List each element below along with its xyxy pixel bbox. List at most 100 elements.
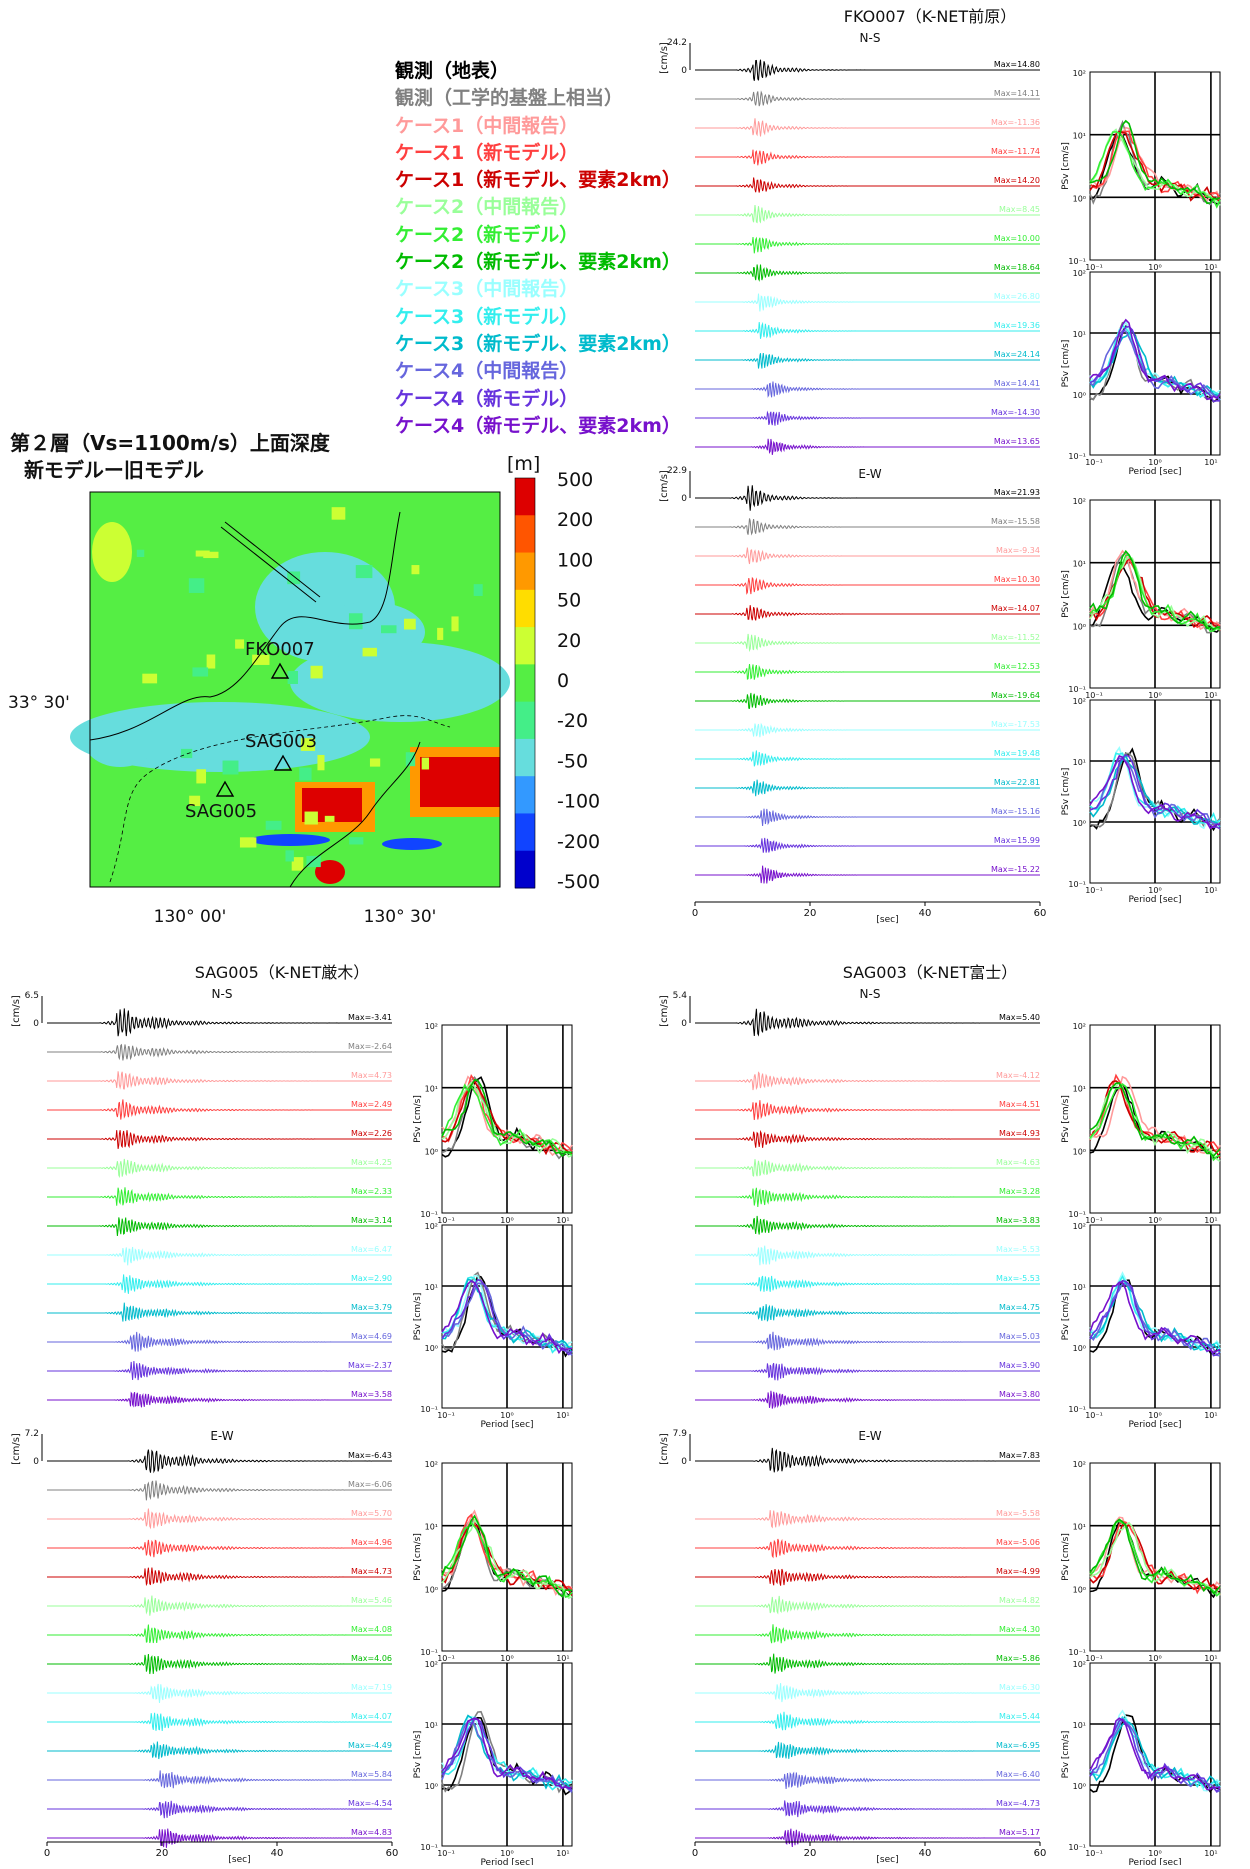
spectrum-ylabel: PSv [cm/s] [1061,1731,1071,1779]
map-region [85,717,155,767]
colorbar-segment [515,589,535,628]
amplitude-unit: [cm/s] [659,995,670,1027]
spectrum-x-tick: 10¹ [556,1216,569,1225]
max-label: Max=-11.74 [991,147,1040,156]
map-lon-label: 130° 00' [154,907,227,927]
map-title-line1: 第２層（Vs=1100m/s）上面深度 [10,431,330,455]
map-patch [437,627,444,640]
max-label: Max=4.73 [351,1567,392,1576]
map-patch [380,625,397,634]
spectrum-x-tick: 10¹ [1204,458,1217,467]
spectrum-curve [1089,130,1221,200]
waveform-trace [695,264,1040,282]
spectrum-ylabel: PSv [cm/s] [1061,570,1071,618]
map-patch [189,795,201,807]
spectrum-y-tick: 10² [1073,697,1086,706]
amplitude-unit: [cm/s] [659,1433,670,1465]
colorbar-segment [515,813,535,852]
spectrum-x-tick: 10⁻¹ [437,1849,455,1858]
spectrum-x-tick: 10⁰ [1148,1411,1161,1420]
max-label: Max=5.46 [351,1596,392,1605]
legend-item: ケース4（新モデル、要素2km） [395,414,681,437]
waveform-trace [695,177,1040,193]
component-label: N-S [860,987,881,1001]
colorbar-tick: -200 [557,831,600,853]
time-axis-unit: [sec] [876,915,898,925]
max-label: Max=12.53 [994,662,1040,671]
spectrum-y-tick: 10² [425,1222,438,1231]
spectrum-curve [441,1080,573,1156]
spectrum-ylabel: PSv [cm/s] [413,1095,423,1143]
component-label: N-S [212,987,233,1001]
waveform-trace [47,1274,392,1294]
spectrum-x-tick: 10⁻¹ [437,1654,455,1663]
max-label: Max=5.44 [999,1712,1040,1721]
spectrum-curve [1089,130,1221,203]
spectrum-x-tick: 10¹ [556,1411,569,1420]
spectrum-y-tick: 10¹ [425,1283,438,1292]
amplitude-unit: [cm/s] [11,995,22,1027]
max-label: Max=26.80 [994,292,1040,301]
max-label: Max=8.45 [999,205,1040,214]
max-label: Max=4.93 [999,1129,1040,1138]
spectrum-curve [1089,1281,1221,1354]
spectrum-y-tick: 10¹ [425,1721,438,1730]
waveform-trace [695,1568,1040,1586]
spectrum-y-tick: 10⁰ [425,1585,438,1594]
max-label: Max=3.58 [351,1390,392,1399]
spectrum-curve [1089,131,1221,209]
map-frame [89,491,501,888]
max-label: Max=-4.54 [348,1799,392,1808]
spectrum-plot: 10² 10¹ 10⁰ 10⁻¹ PSv [cm/s] 10⁻¹ 10⁰ 10¹ Period … [1061,1222,1221,1430]
spectrum-y-tick: 10² [1073,269,1086,278]
waveform-trace [47,1653,392,1675]
max-label: Max=4.08 [351,1625,392,1634]
waveform-trace [47,1331,392,1352]
waveform-trace [695,1800,1040,1818]
max-label: Max=10.00 [994,234,1040,243]
amplitude-zero: 0 [33,1019,39,1029]
spectrum-y-tick: 10⁻¹ [1068,880,1086,889]
spectrum-y-tick: 10¹ [1073,132,1086,141]
spectrum-curve [441,1514,573,1599]
max-label: Max=-17.53 [991,720,1040,729]
spectrum-y-tick: 10⁻¹ [420,1210,438,1219]
map-region [315,602,425,662]
max-label: Max=-15.22 [991,865,1040,874]
map-patch [300,738,316,751]
map-patch [239,837,257,848]
map-patch [324,815,335,822]
waveform-trace [695,1624,1040,1644]
waveform-trace [695,1683,1040,1703]
amplitude-scale-value: 6.5 [25,991,39,1001]
waveform-trace [695,1510,1040,1529]
spectrum-curve [1089,556,1221,631]
max-label: Max=22.81 [994,778,1040,787]
spectrum-x-tick: 10⁻¹ [1085,1411,1103,1420]
map-lon-label: 130° 30' [364,907,437,927]
colorbar-segment [515,701,535,740]
spectrum-y-tick: 10² [425,1660,438,1669]
spectrum-ylabel: PSv [cm/s] [413,1731,423,1779]
colorbar-segment [515,478,535,516]
spectrum-x-tick: 10⁻¹ [1085,691,1103,700]
component-label: E-W [858,1429,881,1443]
waveform-trace [695,410,1040,426]
spectrum-y-tick: 10² [1073,1022,1086,1031]
spectrum-x-tick: 10⁻¹ [1085,1216,1103,1225]
waveform-trace [695,1275,1040,1292]
max-label: Max=-6.95 [996,1741,1040,1750]
max-label: Max=10.30 [994,575,1040,584]
waveform-trace [47,1008,392,1037]
amplitude-unit: [cm/s] [11,1433,22,1465]
max-label: Max=4.69 [351,1332,392,1341]
spectrum-curve [441,1079,573,1158]
amplitude-scale-value: 7.9 [673,1429,688,1439]
station-title: SAG005（K-NET厳木） [195,963,370,982]
spectrum-curve [441,1521,573,1598]
colorbar-tick: -20 [557,710,588,732]
waveform-trace [695,865,1040,884]
spectrum-ylabel: PSv [cm/s] [1061,1293,1071,1341]
colorbar-segment [515,515,535,554]
max-label: Max=5.03 [999,1332,1040,1341]
